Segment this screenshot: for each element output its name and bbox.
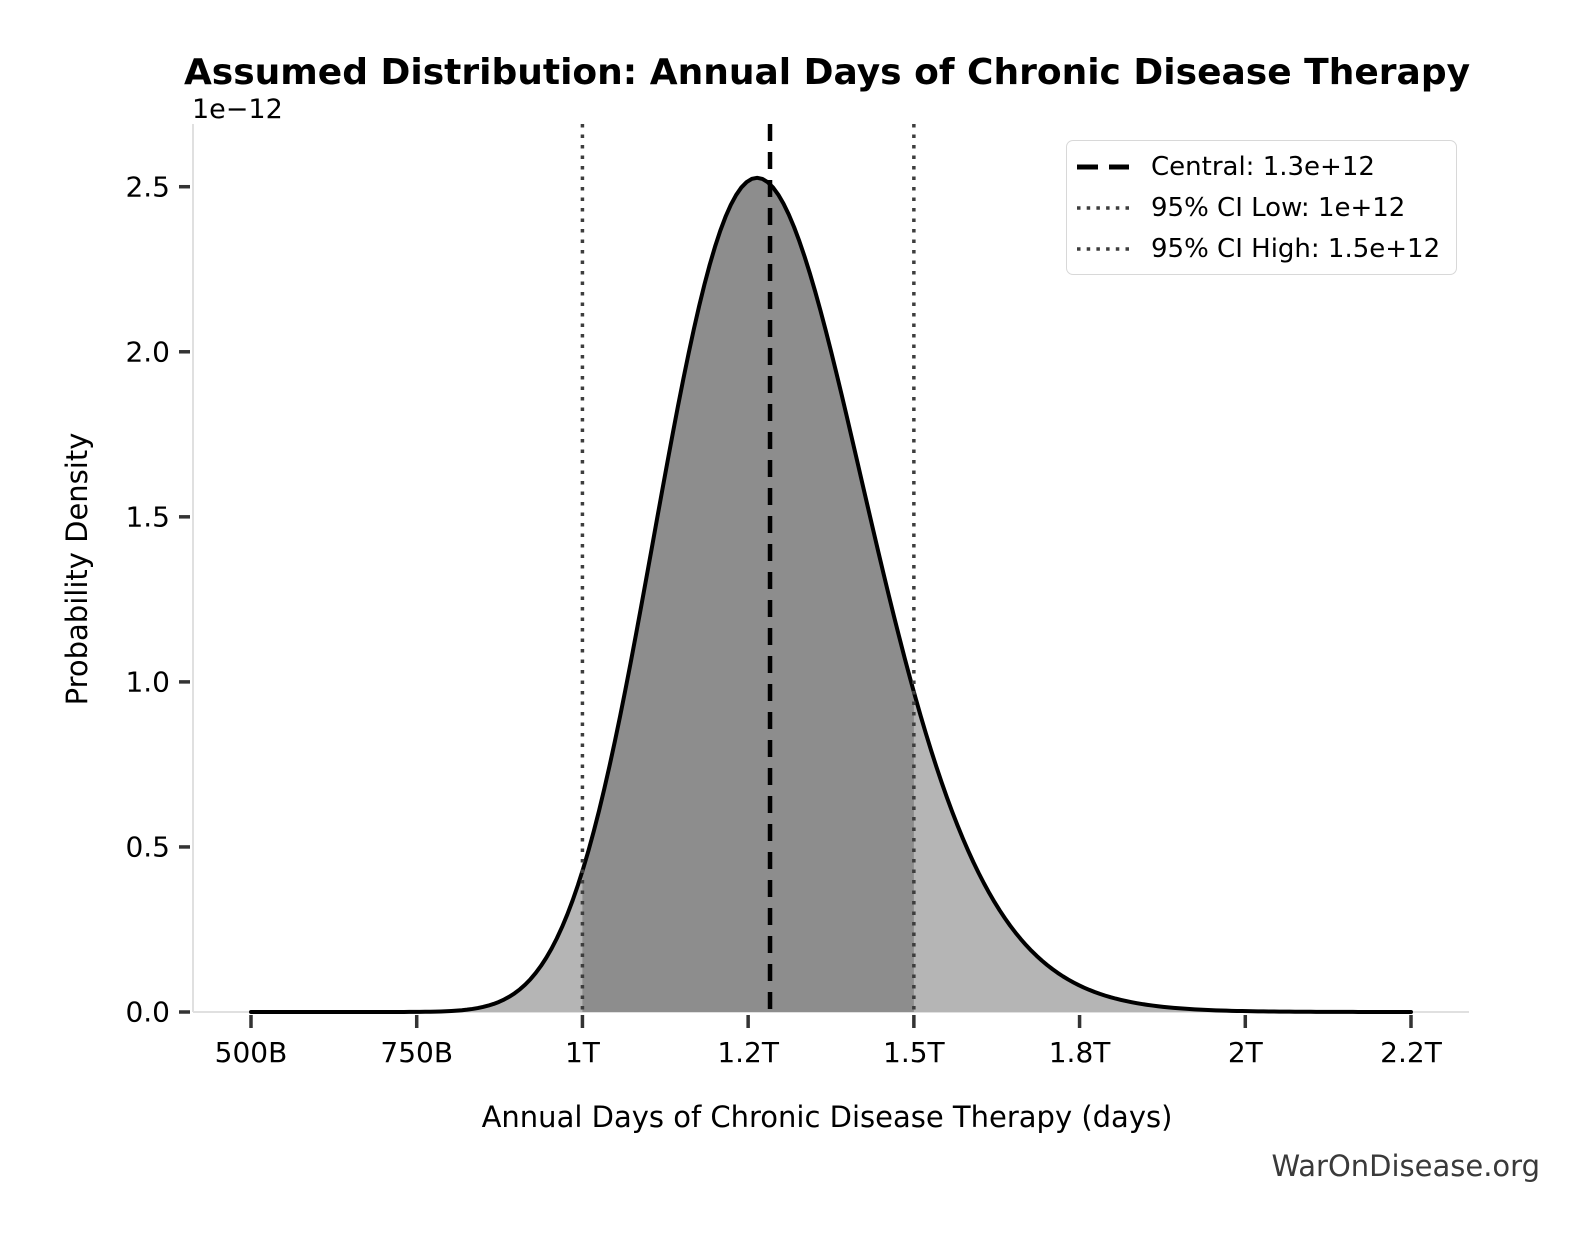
y-tick-label: 1.5	[125, 500, 170, 534]
dotted-line-swatch	[1077, 246, 1129, 251]
density-line	[249, 175, 1413, 1014]
density-fill-ci-region	[582, 177, 914, 1012]
watermark: WarOnDisease.org	[1271, 1149, 1540, 1183]
legend-item-ci-low: 95% CI Low: 1e+12	[1076, 187, 1456, 228]
x-axis-label: Annual Days of Chronic Disease Therapy (…	[481, 1100, 1173, 1134]
legend: Central: 1.3e+12 95% CI Low: 1e+12 95% C…	[1066, 140, 1457, 275]
x-tick-label: 2.2T	[1380, 1036, 1442, 1069]
x-tick-label: 1.8T	[1048, 1036, 1111, 1069]
y-tick-label: 1.0	[125, 665, 170, 699]
x-tick-label: 1.2T	[717, 1036, 779, 1069]
density-curve	[249, 175, 1413, 1014]
y-tick-label: 0.5	[125, 830, 170, 864]
x-tick-label: 1.5T	[883, 1036, 945, 1069]
y-tick-label: 0.0	[125, 995, 170, 1029]
y-tick-label: 2.0	[125, 335, 170, 369]
y-axis-offset-label: 1e−12	[192, 94, 283, 125]
x-tick-label: 500B	[214, 1036, 288, 1069]
legend-label: Central: 1.3e+12	[1151, 151, 1375, 182]
x-tick-label: 2T	[1227, 1036, 1263, 1069]
y-axis-ticks	[179, 184, 190, 1014]
legend-label: 95% CI Low: 1e+12	[1151, 192, 1406, 223]
x-axis-ticks	[249, 1015, 1413, 1028]
legend-label: 95% CI High: 1.5e+12	[1151, 233, 1441, 264]
ci-area	[582, 177, 914, 1012]
reference-vlines	[580, 124, 916, 1012]
dotted-line-swatch	[1077, 205, 1129, 210]
dashed-line-swatch	[1077, 164, 1129, 169]
x-tick-label: 750B	[380, 1036, 454, 1069]
y-tick-label: 2.5	[125, 170, 170, 204]
legend-item-central: Central: 1.3e+12	[1076, 146, 1456, 187]
legend-item-ci-high: 95% CI High: 1.5e+12	[1076, 228, 1456, 269]
chart-title: Assumed Distribution: Annual Days of Chr…	[183, 52, 1471, 93]
x-tick-label: 1T	[564, 1036, 600, 1069]
